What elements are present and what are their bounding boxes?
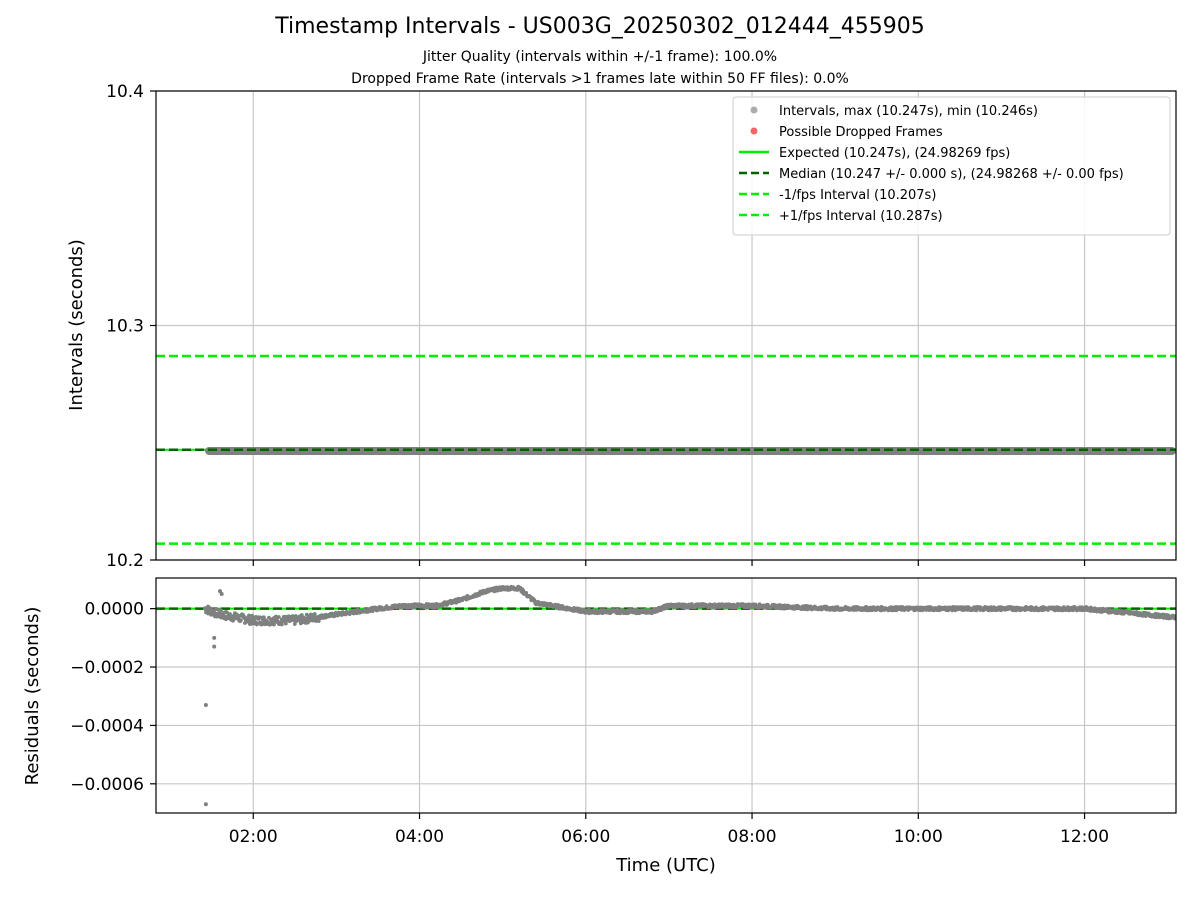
residual-point	[262, 615, 266, 620]
bottom-panel-frame	[155, 577, 1177, 814]
chart-title: Timestamp Intervals - US003G_20250302_01…	[275, 14, 925, 39]
residual-point	[258, 615, 262, 620]
residual-point	[247, 613, 251, 618]
residual-point	[239, 618, 243, 623]
top-y-tick-label: 10.2	[106, 551, 144, 571]
residual-point	[279, 622, 284, 627]
legend: Intervals, max (10.247s), min (10.246s) P…	[732, 96, 1171, 236]
bottom-y-axis-label: Residuals (seconds)	[22, 607, 43, 786]
residual-outlier-point	[212, 644, 217, 649]
top-y-axis-label: Intervals (seconds)	[66, 239, 87, 411]
x-tick-label: 12:00	[1060, 827, 1109, 847]
residual-point	[370, 609, 375, 614]
bottom-y-tick-label: −0.0006	[70, 775, 144, 795]
legend-box	[732, 96, 1171, 236]
residual-point	[312, 612, 317, 616]
residual-point	[225, 610, 229, 615]
legend-label: Expected (10.247s), (24.98269 fps)	[779, 146, 1010, 161]
x-axis: 02:00 04:00 06:00 08:00 10:00 12:00	[229, 560, 1109, 847]
x-tick-label: 10:00	[894, 827, 943, 847]
residual-point	[292, 622, 297, 626]
legend-label: +1/fps Interval (10.287s)	[779, 209, 943, 224]
bottom-y-tick-label: 0.0000	[85, 600, 144, 620]
top-y-tick-label: 10.4	[106, 82, 144, 102]
legend-marker	[750, 127, 758, 135]
subtitle-dropped-frame-rate: Dropped Frame Rate (intervals >1 frames …	[351, 71, 849, 87]
top-y-axis: 10.2 10.3 10.4	[106, 82, 156, 571]
residual-point	[276, 615, 281, 619]
x-tick-label: 08:00	[728, 827, 777, 847]
residual-point	[250, 621, 254, 626]
x-tick-label: 02:00	[229, 827, 278, 847]
bottom-y-axis: 0.0000 −0.0002 −0.0004 −0.0006	[70, 600, 156, 795]
residual-point	[219, 608, 223, 613]
x-tick-label: 06:00	[561, 827, 610, 847]
residual-point	[283, 621, 288, 626]
residual-point	[255, 621, 259, 626]
residual-outlier-point	[219, 592, 224, 597]
x-tick-label: 04:00	[395, 827, 444, 847]
residual-point	[271, 622, 276, 627]
bottom-panel-grid	[156, 578, 1176, 813]
residual-outlier-point	[218, 589, 223, 594]
residual-outlier-point	[203, 802, 208, 807]
subtitle-jitter-quality: Jitter Quality (intervals within +/-1 fr…	[422, 49, 778, 65]
legend-label: -1/fps Interval (10.207s)	[779, 188, 936, 203]
residual-point	[524, 590, 529, 595]
residual-point	[235, 612, 239, 617]
residual-point	[212, 610, 216, 615]
bottom-y-tick-label: −0.0002	[70, 658, 144, 678]
residual-point	[216, 607, 220, 612]
residual-outlier-point	[212, 635, 217, 640]
residuals-scatter	[203, 584, 1176, 807]
legend-marker	[750, 106, 758, 114]
x-axis-label: Time (UTC)	[615, 855, 716, 876]
residual-outlier-point	[203, 702, 208, 707]
bottom-y-tick-label: −0.0004	[70, 716, 144, 736]
legend-label: Possible Dropped Frames	[779, 125, 943, 140]
top-y-tick-label: 10.3	[106, 317, 144, 337]
legend-label: Intervals, max (10.247s), min (10.246s)	[779, 104, 1038, 119]
legend-label: Median (10.247 +/- 0.000 s), (24.98268 +…	[779, 167, 1124, 182]
